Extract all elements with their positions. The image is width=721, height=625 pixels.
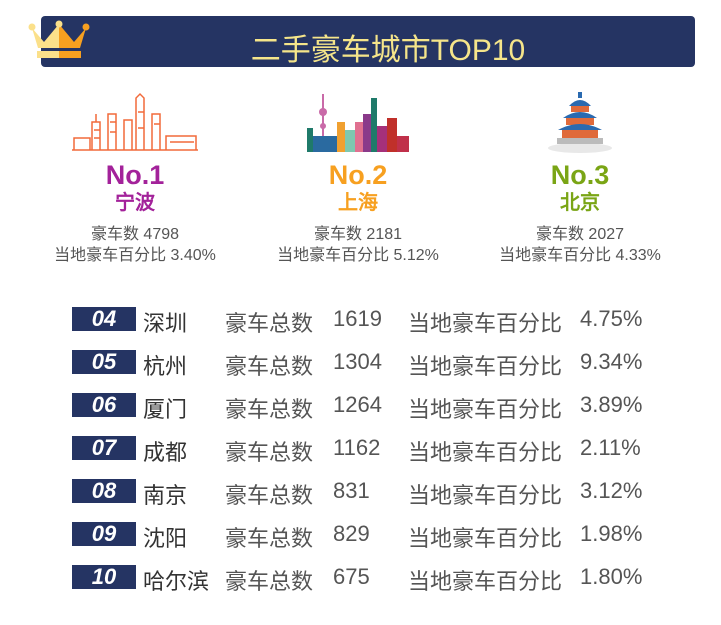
city-name: 上海 xyxy=(338,192,378,214)
count-label: 豪车总数 xyxy=(225,311,314,336)
percent-label: 当地豪车百分比 xyxy=(408,311,563,336)
table-row: 05 杭州 豪车总数 1304 当地豪车百分比 9.34% xyxy=(0,347,721,379)
local-percent: 当地豪车百分比 4.33% xyxy=(499,247,661,264)
city-name: 沈阳 xyxy=(143,526,188,551)
percent-label: 当地豪车百分比 xyxy=(408,526,563,551)
city-name: 成都 xyxy=(143,440,188,465)
percent-value: 3.12% xyxy=(580,478,643,503)
percent-label: 当地豪车百分比 xyxy=(408,569,563,594)
table-row: 10 哈尔滨 豪车总数 675 当地豪车百分比 1.80% xyxy=(0,562,721,594)
city-name: 厦门 xyxy=(143,397,188,422)
count-label: 豪车总数 xyxy=(225,526,314,551)
percent-value: 1.80% xyxy=(580,564,643,589)
rank-badge: 06 xyxy=(72,393,136,417)
rank-label: No.2 xyxy=(328,160,388,190)
local-percent: 当地豪车百分比 5.12% xyxy=(277,247,439,264)
count-value: 831 xyxy=(333,478,370,503)
percent-label: 当地豪车百分比 xyxy=(408,397,563,422)
count-value: 1304 xyxy=(333,349,382,374)
percent-value: 3.89% xyxy=(580,392,643,417)
count-label: 豪车总数 xyxy=(225,397,314,422)
title-banner: 二手豪车城市TOP10 xyxy=(41,16,695,67)
count-value: 1619 xyxy=(333,306,382,331)
city-name: 深圳 xyxy=(143,311,188,336)
percent-value: 1.98% xyxy=(580,521,643,546)
city-name: 哈尔滨 xyxy=(143,569,210,594)
top-city-1: No.1 宁波 豪车数 4798 当地豪车百分比 3.40% xyxy=(25,92,245,266)
percent-value: 9.34% xyxy=(580,349,643,374)
city-name: 宁波 xyxy=(115,192,155,214)
rank-badge: 08 xyxy=(72,479,136,503)
table-row: 06 厦门 豪车总数 1264 当地豪车百分比 3.89% xyxy=(0,390,721,422)
rank-badge: 05 xyxy=(72,350,136,374)
rank-label: No.3 xyxy=(550,160,610,190)
ningbo-skyline-icon xyxy=(72,92,198,151)
percent-value: 2.11% xyxy=(580,435,641,460)
city-name: 北京 xyxy=(560,192,600,214)
temple-of-heaven-icon xyxy=(548,92,612,153)
local-percent: 当地豪车百分比 3.40% xyxy=(54,247,216,264)
shanghai-skyline-icon xyxy=(307,94,409,152)
percent-label: 当地豪车百分比 xyxy=(408,483,563,508)
count-label: 豪车总数 xyxy=(225,440,314,465)
percent-label: 当地豪车百分比 xyxy=(408,440,563,465)
percent-value: 4.75% xyxy=(580,306,643,331)
table-row: 08 南京 豪车总数 831 当地豪车百分比 3.12% xyxy=(0,476,721,508)
rank-label: No.1 xyxy=(105,160,165,190)
count-value: 1264 xyxy=(333,392,382,417)
rank-badge: 09 xyxy=(72,522,136,546)
car-count: 豪车数 4798 xyxy=(90,226,180,243)
city-name: 南京 xyxy=(143,483,188,508)
top-city-2: No.2 上海 豪车数 2181 当地豪车百分比 5.12% xyxy=(248,92,468,266)
crown-icon xyxy=(28,20,90,58)
count-label: 豪车总数 xyxy=(225,354,314,379)
percent-label: 当地豪车百分比 xyxy=(408,354,563,379)
top-city-3: No.3 北京 豪车数 2027 当地豪车百分比 4.33% xyxy=(470,92,690,266)
table-row: 04 深圳 豪车总数 1619 当地豪车百分比 4.75% xyxy=(0,304,721,336)
count-label: 豪车总数 xyxy=(225,483,314,508)
rank-badge: 10 xyxy=(72,565,136,589)
count-value: 829 xyxy=(333,521,370,546)
rank-badge: 04 xyxy=(72,307,136,331)
page-title: 二手豪车城市TOP10 xyxy=(250,34,526,67)
count-value: 1162 xyxy=(333,435,381,460)
city-name: 杭州 xyxy=(143,354,188,379)
rank-badge: 07 xyxy=(72,436,136,460)
car-count: 豪车数 2181 xyxy=(313,226,403,243)
car-count: 豪车数 2027 xyxy=(535,226,625,243)
table-row: 07 成都 豪车总数 1162 当地豪车百分比 2.11% xyxy=(0,433,721,465)
table-row: 09 沈阳 豪车总数 829 当地豪车百分比 1.98% xyxy=(0,519,721,551)
count-value: 675 xyxy=(333,564,370,589)
count-label: 豪车总数 xyxy=(225,569,314,594)
